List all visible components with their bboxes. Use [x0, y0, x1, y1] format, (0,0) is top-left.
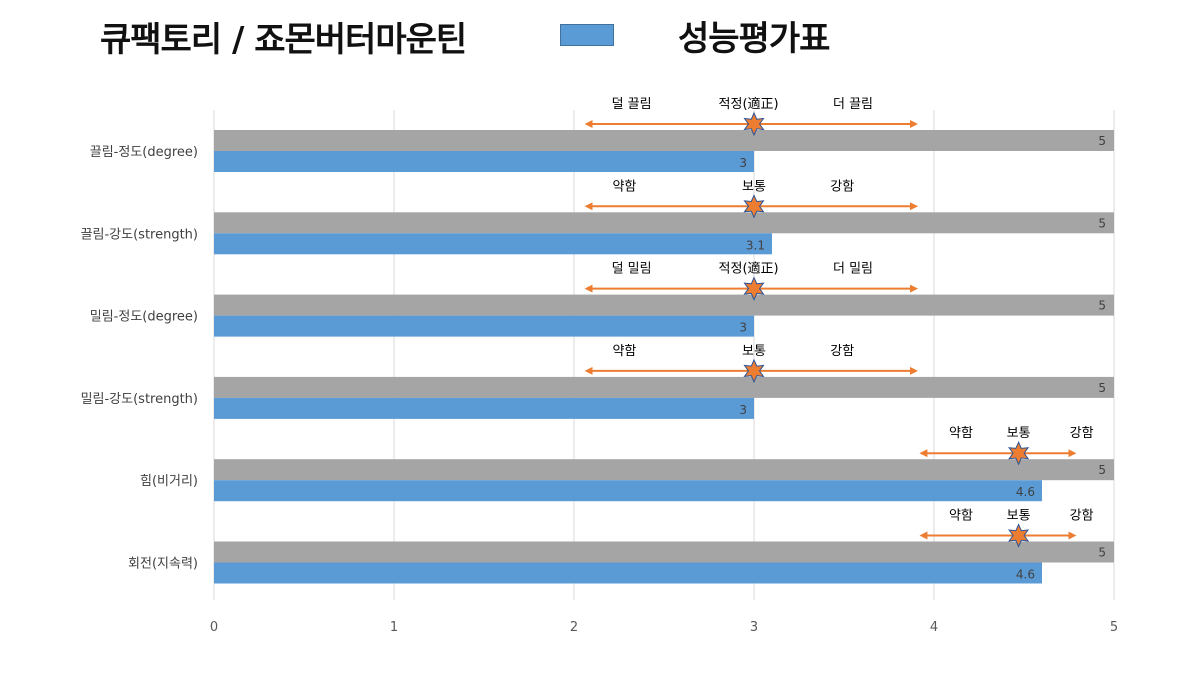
- legend: 성능평가표: [560, 12, 830, 59]
- blue-bar-value-label: 3: [739, 403, 747, 417]
- annotation-label: 강함: [1070, 509, 1094, 524]
- star-marker: [1008, 523, 1030, 548]
- annotation-label: 강함: [830, 344, 854, 359]
- annotation-label: 덜 끌림: [612, 97, 652, 112]
- gray-bar-value-label: 5: [1098, 299, 1106, 313]
- x-tick-label: 2: [570, 620, 578, 635]
- star-marker: [743, 194, 765, 219]
- annotation-label: 약함: [949, 509, 973, 524]
- blue-bar-value-label: 4.6: [1016, 568, 1035, 582]
- star-marker: [1008, 440, 1030, 466]
- blue-bar-value-label: 3: [739, 156, 747, 170]
- category-label: 회전(지속력): [128, 557, 198, 572]
- annotation-label: 보통: [742, 179, 766, 194]
- category-label: 밀림-정도(degree): [90, 310, 198, 325]
- chart-header: 큐팩토리 / 죠몬버터마운틴 성능평가표: [0, 0, 1200, 80]
- gray-bar-value-label: 5: [1098, 216, 1106, 230]
- x-tick-label: 1: [390, 620, 398, 635]
- star-marker: [743, 276, 765, 301]
- annotation-label: 약함: [612, 344, 636, 359]
- star-marker: [743, 358, 765, 384]
- gray-bar: [214, 130, 1114, 151]
- annotation-label: 강함: [1070, 426, 1094, 441]
- x-tick-label: 3: [750, 620, 758, 635]
- gray-bar: [214, 212, 1114, 234]
- category-label: 힘(비거리): [140, 474, 198, 489]
- category-label: 끌림-정도(degree): [90, 145, 198, 160]
- annotation-label: 적정(適正): [719, 261, 779, 277]
- blue-bar-value-label: 3.1: [746, 238, 765, 252]
- blue-bar: [214, 315, 754, 337]
- blue-bar: [214, 562, 1042, 584]
- blue-bar: [214, 151, 754, 172]
- gray-bar: [214, 459, 1114, 481]
- annotation-label: 보통: [742, 344, 766, 359]
- blue-bar: [214, 233, 772, 255]
- gray-bar: [214, 294, 1114, 316]
- gray-bar: [214, 541, 1114, 563]
- category-label: 밀림-강도(strength): [81, 392, 198, 407]
- annotation-label: 덜 밀림: [612, 262, 652, 277]
- gray-bar-value-label: 5: [1098, 463, 1106, 477]
- gray-bar: [214, 376, 1114, 398]
- chart-title: 큐팩토리 / 죠몬버터마운틴: [100, 20, 467, 60]
- blue-bar: [214, 480, 1042, 502]
- annotation-label: 더 밀림: [833, 262, 873, 277]
- annotation-label: 약함: [612, 179, 636, 194]
- annotation-label: 보통: [1007, 426, 1031, 441]
- annotation-label: 적정(適正): [719, 96, 779, 112]
- annotation-label: 강함: [830, 179, 854, 194]
- annotation-label: 약함: [949, 426, 973, 441]
- x-tick-label: 5: [1110, 620, 1118, 635]
- x-tick-label: 4: [930, 620, 938, 635]
- x-tick-label: 0: [210, 620, 218, 635]
- gray-bar-value-label: 5: [1098, 134, 1106, 148]
- blue-bar: [214, 397, 754, 419]
- legend-swatch: [560, 24, 614, 46]
- blue-bar-value-label: 4.6: [1016, 485, 1035, 499]
- gray-bar-value-label: 5: [1098, 381, 1106, 395]
- category-label: 끌림-강도(strength): [81, 227, 198, 242]
- gray-bar-value-label: 5: [1098, 546, 1106, 560]
- blue-bar-value-label: 3: [739, 321, 747, 335]
- legend-label: 성능평가표: [678, 18, 830, 59]
- annotation-label: 보통: [1007, 509, 1031, 524]
- annotation-label: 더 끌림: [833, 97, 873, 112]
- star-marker: [743, 111, 765, 137]
